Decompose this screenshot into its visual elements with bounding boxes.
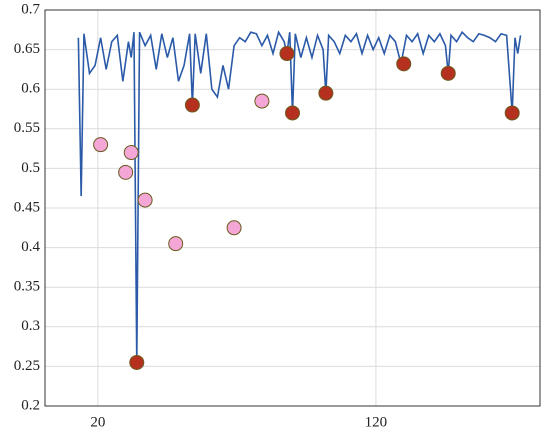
y-tick-label: 0.6	[21, 81, 40, 97]
y-tick-label: 0.65	[14, 41, 40, 57]
data-point	[137, 192, 153, 208]
data-point	[168, 236, 184, 252]
data-point	[440, 65, 456, 81]
data-point	[184, 97, 200, 113]
y-tick-label: 0.25	[14, 358, 40, 374]
y-tick-label: 0.3	[21, 318, 40, 334]
data-point	[118, 164, 134, 180]
y-tick-label: 0.35	[14, 279, 40, 295]
data-point	[123, 145, 139, 161]
data-point	[285, 105, 300, 121]
y-tick-label: 0.7	[21, 1, 40, 17]
y-tick-label: 0.45	[14, 199, 40, 215]
data-point	[396, 56, 412, 72]
y-tick-label: 0.4	[21, 239, 40, 255]
y-tick-label: 0.55	[14, 120, 40, 136]
data-point	[226, 220, 242, 236]
data-point	[504, 105, 520, 121]
plot-frame	[44, 9, 541, 407]
y-tick-label: 0.5	[21, 160, 40, 176]
data-point	[129, 354, 145, 370]
data-point	[93, 137, 109, 153]
data-point	[279, 46, 295, 62]
data-point	[254, 93, 270, 109]
y-tick-label: 0.2	[21, 397, 40, 413]
x-tick-label: 120	[365, 414, 388, 430]
x-tick-label: 20	[90, 414, 105, 430]
data-point	[318, 85, 334, 101]
